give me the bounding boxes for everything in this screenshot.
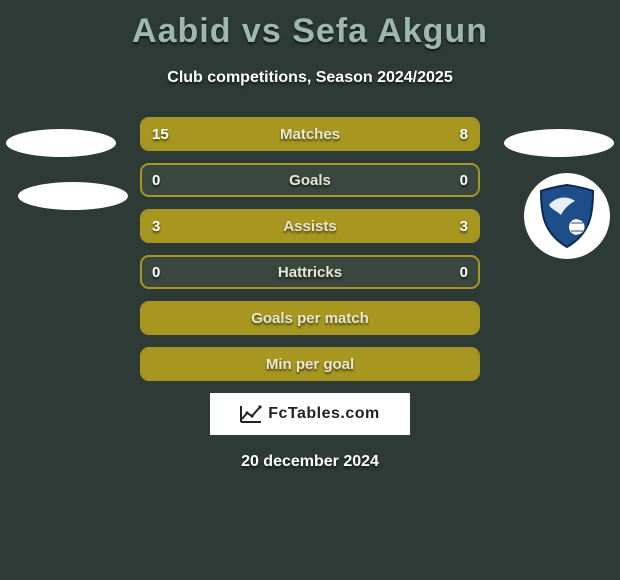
comparison-panel: 15 Matches 8 0 Goals 0 3 Assists 3 0 Hattricks 0 Goa… bbox=[0, 117, 620, 471]
stat-row: 3 Assists 3 bbox=[140, 209, 480, 243]
chart-icon bbox=[240, 405, 262, 423]
player2-club-crest bbox=[524, 173, 610, 259]
stat-row: 0 Goals 0 bbox=[140, 163, 480, 197]
stat-label: Matches bbox=[280, 126, 340, 143]
stat-row: 0 Hattricks 0 bbox=[140, 255, 480, 289]
stat-left-value: 15 bbox=[152, 126, 169, 143]
stat-left-value: 0 bbox=[152, 172, 160, 189]
player1-ellipse-bottom bbox=[18, 182, 128, 210]
stat-right-value: 0 bbox=[460, 264, 468, 281]
stat-row: 15 Matches 8 bbox=[140, 117, 480, 151]
stat-right-value: 3 bbox=[460, 218, 468, 235]
stat-rows: 15 Matches 8 0 Goals 0 3 Assists 3 0 Hattricks 0 Goa… bbox=[140, 117, 480, 381]
stat-right-value: 8 bbox=[460, 126, 468, 143]
stat-label: Assists bbox=[283, 218, 336, 235]
stat-row: Min per goal bbox=[140, 347, 480, 381]
fctables-badge: FcTables.com bbox=[210, 393, 410, 435]
page-title: Aabid vs Sefa Akgun bbox=[0, 0, 620, 51]
stat-label: Min per goal bbox=[266, 356, 354, 373]
stat-row: Goals per match bbox=[140, 301, 480, 335]
shield-icon bbox=[537, 183, 597, 249]
player2-ellipse-top bbox=[504, 129, 614, 157]
stat-left-value: 3 bbox=[152, 218, 160, 235]
stat-right-value: 0 bbox=[460, 172, 468, 189]
player1-ellipse-top bbox=[6, 129, 116, 157]
badge-text: FcTables.com bbox=[268, 405, 380, 423]
stat-label: Hattricks bbox=[278, 264, 342, 281]
stat-label: Goals bbox=[289, 172, 331, 189]
stat-label: Goals per match bbox=[251, 310, 369, 327]
subtitle: Club competitions, Season 2024/2025 bbox=[0, 69, 620, 87]
stat-left-value: 0 bbox=[152, 264, 160, 281]
date-text: 20 december 2024 bbox=[0, 453, 620, 471]
